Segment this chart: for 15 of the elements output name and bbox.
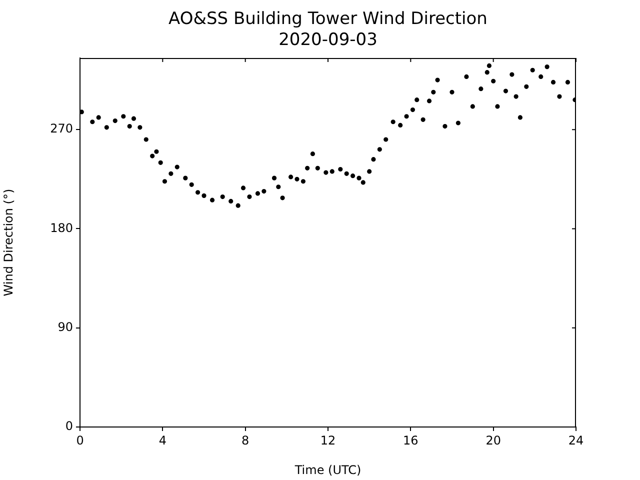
x-tick-label: 24 xyxy=(568,433,584,448)
x-axis-title: Time (UTC) xyxy=(294,462,362,477)
x-tick-label: 0 xyxy=(76,433,84,448)
x-tick-label: 4 xyxy=(158,433,166,448)
chart-subtitle: 2020-09-03 xyxy=(278,30,378,50)
y-tick-label: 90 xyxy=(58,320,73,334)
y-tick-label: 0 xyxy=(65,419,73,434)
y-tick-label: 270 xyxy=(50,122,73,136)
x-tick-label: 20 xyxy=(486,433,501,448)
x-tick-label: 12 xyxy=(320,433,336,448)
chart-title: AO&SS Building Tower Wind Direction xyxy=(168,9,488,29)
x-tick-label: 8 xyxy=(242,433,250,448)
y-axis-title: Wind Direction (°) xyxy=(1,188,16,296)
x-tick-label: 16 xyxy=(403,433,418,448)
y-tick-label: 180 xyxy=(50,220,73,235)
